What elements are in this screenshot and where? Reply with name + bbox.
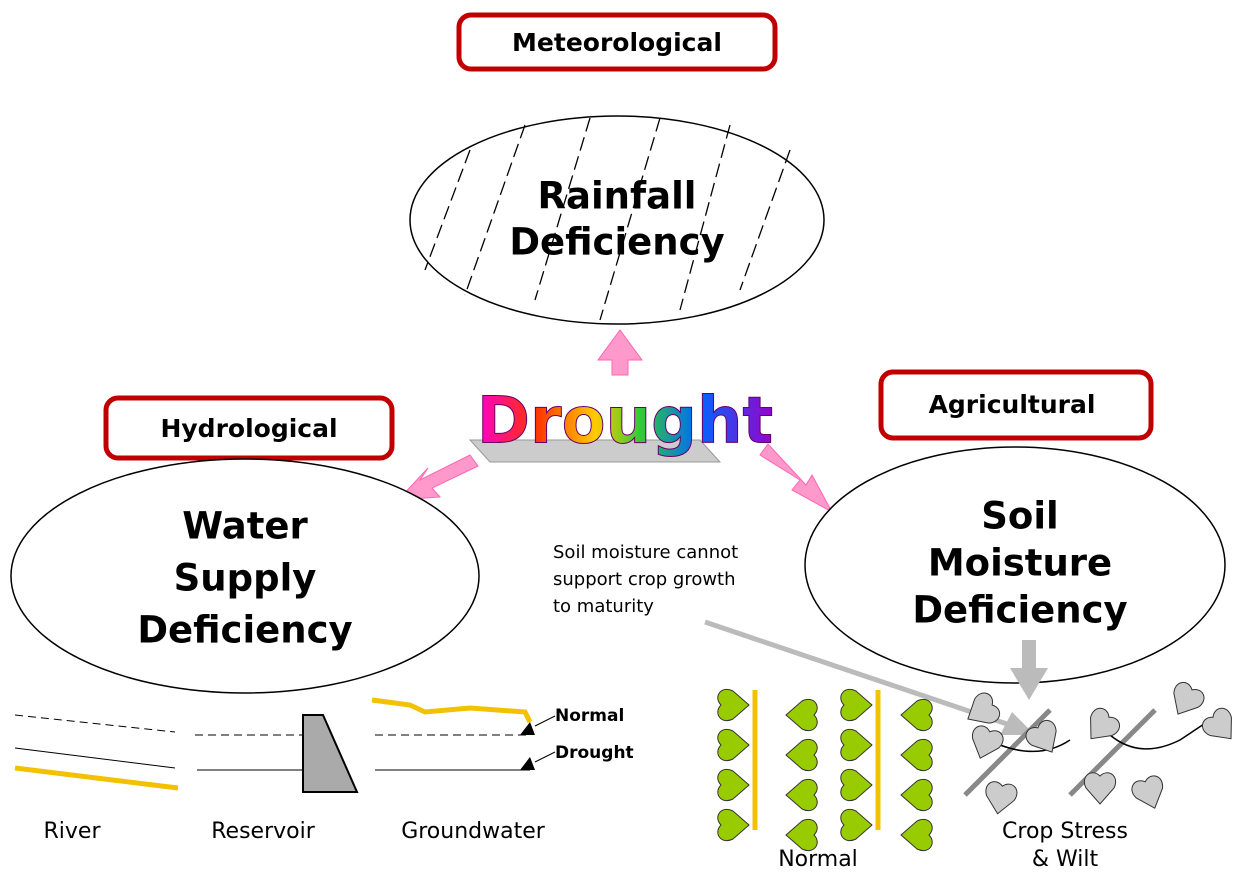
- drought-title-text: Drought: [477, 385, 773, 459]
- annotation-text: Soil moisture cannot: [553, 542, 738, 563]
- agricultural-node: Agricultural Soil Moisture Deficiency: [805, 372, 1225, 683]
- hydro-panel-line: [15, 715, 175, 732]
- hydro-panel-polyline: [372, 700, 530, 722]
- hydro-panel-polygon: [520, 722, 535, 735]
- leaf: [786, 739, 817, 770]
- agricultural-node-text: Agricultural: [929, 390, 1096, 419]
- hydro-panel-polygon: [303, 715, 357, 792]
- crop-panel: Normal Crop Stress & Wilt: [718, 679, 1243, 872]
- annotation-text: support crop growth: [553, 569, 736, 590]
- hydro-panel-text: River: [44, 819, 102, 844]
- hydrological-node: Hydrological Water Supply Deficiency: [11, 398, 479, 693]
- leaf: [901, 739, 932, 770]
- hydro-panel-line: [15, 748, 175, 768]
- hydro-panel-text: Reservoir: [211, 819, 315, 844]
- crop-panel-text: Normal: [778, 847, 858, 872]
- leaf: [786, 699, 817, 730]
- meteorological-node-text: Meteorological: [512, 28, 722, 57]
- leaf: [718, 729, 749, 760]
- leaf: [982, 780, 1018, 816]
- hydrological-node-text: Hydrological: [160, 414, 337, 443]
- leaf: [1199, 705, 1243, 749]
- leaf: [1079, 705, 1123, 749]
- annotation-rect: [1022, 640, 1036, 670]
- leaf: [841, 769, 872, 800]
- leaf: [786, 819, 817, 850]
- leaf: [1084, 773, 1115, 804]
- hydro-panel-line: [15, 768, 178, 788]
- leaf: [718, 769, 749, 800]
- leaf: [718, 689, 749, 720]
- drought-diagram: Meteorological Rainfall Deficiency Droug…: [0, 0, 1243, 877]
- hydro-panel-text: Drought: [555, 743, 634, 763]
- hydro-panel-text: Normal: [555, 706, 624, 726]
- crop-panel-text: Crop Stress: [1002, 819, 1128, 844]
- hydrological-node-text: Water: [182, 505, 308, 548]
- hydro-panel-text: Groundwater: [401, 819, 546, 844]
- meteorological-node-text: Rainfall: [538, 175, 697, 218]
- leaf: [786, 779, 817, 810]
- leaf: [841, 809, 872, 840]
- leaf: [1129, 773, 1169, 813]
- agricultural-node-text: Moisture: [928, 542, 1112, 585]
- leaf: [1023, 717, 1066, 760]
- agricultural-node-text: Soil: [981, 495, 1058, 538]
- hydro-panel: Normal Drought River Reservoir Groundwat…: [15, 700, 634, 844]
- annotation-text: to maturity: [553, 596, 654, 617]
- leaf: [901, 819, 932, 850]
- pink-arrows-polygon: [598, 330, 642, 375]
- hydrological-node-text: Deficiency: [137, 609, 352, 652]
- hydrological-node-text: Supply: [174, 557, 317, 600]
- drought-title: Drought: [470, 385, 773, 462]
- agricultural-node-text: Deficiency: [912, 589, 1127, 632]
- leaf: [718, 809, 749, 840]
- meteorological-node-text: Deficiency: [509, 221, 724, 264]
- leaf: [841, 689, 872, 720]
- hydro-panel-polygon: [520, 757, 535, 770]
- crop-panel-text: & Wilt: [1032, 847, 1099, 872]
- leaf: [1164, 679, 1207, 722]
- leaf: [901, 699, 932, 730]
- leaf: [901, 779, 932, 810]
- meteorological-node: Meteorological Rainfall Deficiency: [410, 15, 824, 324]
- annotation-polygon: [1010, 668, 1048, 700]
- leaf: [841, 729, 872, 760]
- hydro-panel-line: [535, 716, 555, 726]
- hydro-panel-line: [535, 752, 555, 762]
